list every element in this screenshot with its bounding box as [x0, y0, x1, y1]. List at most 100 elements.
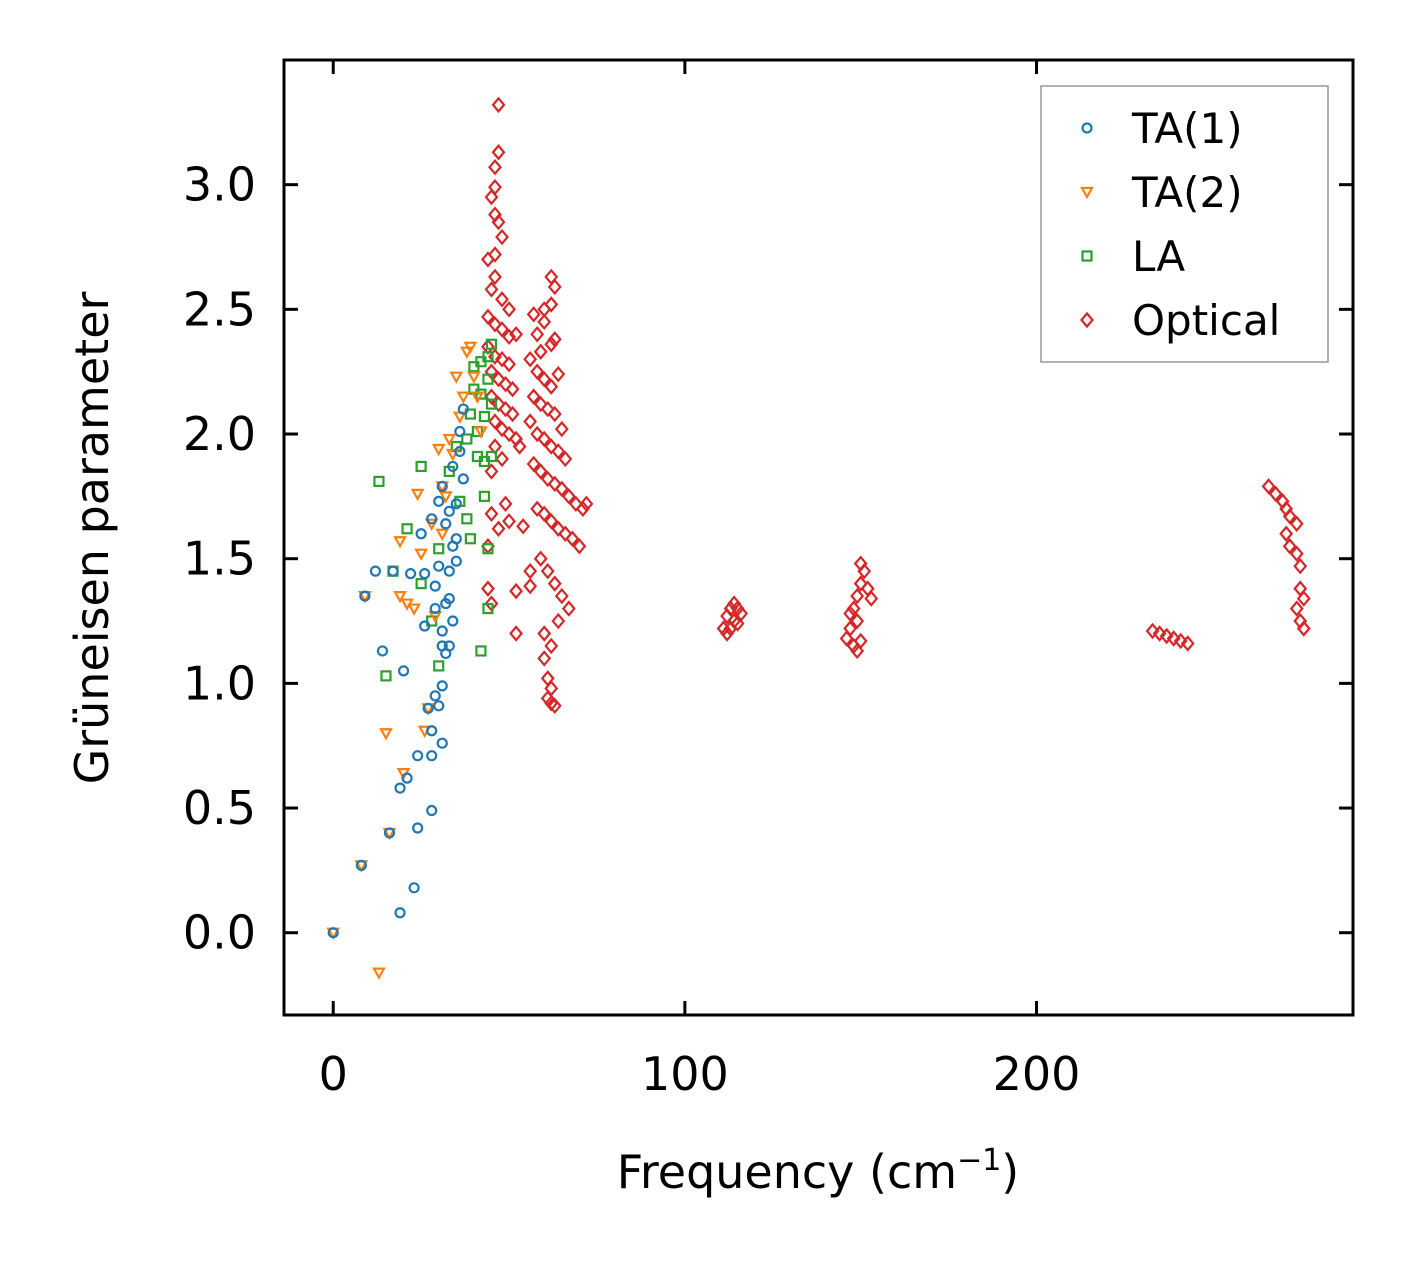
- data-point: [544, 637, 559, 655]
- data-point: [537, 505, 552, 523]
- data-point: [414, 548, 429, 561]
- data-point: [1282, 508, 1297, 525]
- data-point: [537, 370, 552, 388]
- data-point: [443, 505, 455, 517]
- data-point: [540, 470, 555, 488]
- data-point: [1296, 590, 1311, 607]
- legend-marker: [1080, 311, 1094, 329]
- data-point: [561, 600, 576, 617]
- data-point: [544, 513, 559, 530]
- legend-marker: [1080, 186, 1094, 200]
- data-point: [429, 602, 441, 615]
- data-point: [505, 405, 520, 423]
- legend-label: LA: [1132, 232, 1185, 281]
- data-point: [853, 575, 868, 592]
- data-point: [404, 568, 417, 580]
- x-axis-ticks: 0 100 200: [319, 60, 1080, 1101]
- data-point: [558, 450, 573, 468]
- data-point: [380, 670, 392, 682]
- data-point: [459, 346, 474, 360]
- data-point: [516, 518, 531, 535]
- legend: TA(1) TA(2) LA Optical: [1040, 85, 1329, 363]
- data-point: [433, 700, 445, 712]
- data-point: [464, 533, 476, 545]
- data-point: [498, 495, 513, 513]
- data-point: [491, 96, 506, 114]
- data-point: [475, 645, 487, 657]
- data-point: [433, 660, 445, 672]
- data-point: [502, 356, 516, 373]
- data-point: [843, 605, 858, 622]
- data-point: [401, 772, 413, 784]
- data-point: [488, 159, 502, 176]
- data-point: [561, 488, 576, 505]
- data-point: [491, 144, 506, 161]
- data-point: [1296, 620, 1311, 637]
- data-point: [457, 473, 469, 485]
- data-point: [461, 433, 473, 445]
- data-point: [502, 513, 516, 530]
- y-tick-label: 0.5: [183, 781, 256, 835]
- data-point: [426, 804, 438, 817]
- data-point: [470, 391, 485, 404]
- data-point: [481, 580, 495, 597]
- data-point: [442, 433, 457, 447]
- data-point: [401, 523, 413, 535]
- data-point: [454, 445, 466, 458]
- y-tick-label: 0.0: [183, 906, 256, 960]
- y-tick-label: 3.0: [183, 158, 256, 212]
- data-point: [1159, 627, 1174, 645]
- data-point: [526, 455, 541, 473]
- data-point: [537, 430, 552, 448]
- x-tick-label: 0: [319, 1047, 348, 1101]
- data-points: [326, 96, 1311, 980]
- plot-frame: [282, 58, 1355, 1017]
- data-point: [495, 321, 509, 338]
- data-point: [415, 528, 427, 540]
- series-la: [373, 338, 498, 682]
- data-point: [495, 450, 509, 468]
- data-point: [533, 550, 548, 567]
- data-point: [540, 400, 555, 418]
- data-point: [523, 577, 538, 595]
- data-point: [547, 278, 562, 296]
- series-ta-1-: [327, 403, 469, 939]
- data-point: [387, 565, 399, 577]
- data-point: [484, 188, 499, 206]
- data-point: [482, 373, 494, 385]
- x-axis-label: Frequency (cm−1): [617, 1143, 1020, 1199]
- data-point: [853, 555, 868, 572]
- data-point: [419, 568, 431, 580]
- data-point: [488, 413, 502, 430]
- data-point: [843, 620, 858, 637]
- data-point: [457, 403, 469, 415]
- data-point: [436, 680, 448, 692]
- data-point: [533, 463, 548, 480]
- data-point: [443, 592, 455, 605]
- y-axis-ticks: 0.0 0.5 1.0 1.5 2.0 2.5 3.0: [183, 158, 1353, 960]
- data-point: [853, 632, 868, 650]
- data-point: [393, 590, 407, 604]
- data-point: [467, 371, 481, 384]
- data-point: [481, 308, 495, 326]
- data-point: [547, 697, 562, 715]
- data-point: [485, 338, 498, 350]
- data-point: [530, 500, 545, 518]
- data-point: [509, 582, 524, 600]
- data-point: [551, 443, 566, 460]
- data-point: [436, 625, 448, 637]
- data-point: [1166, 630, 1181, 647]
- data-point: [478, 490, 491, 502]
- data-point: [488, 316, 502, 333]
- data-point: [547, 475, 562, 493]
- data-point: [544, 378, 559, 395]
- data-point: [523, 413, 538, 430]
- data-point: [478, 410, 491, 423]
- data-point: [530, 326, 545, 343]
- data-point: [509, 625, 524, 642]
- data-point: [485, 450, 498, 463]
- data-point: [424, 518, 439, 532]
- data-point: [565, 530, 580, 547]
- data-point: [558, 525, 573, 542]
- data-point: [491, 370, 506, 388]
